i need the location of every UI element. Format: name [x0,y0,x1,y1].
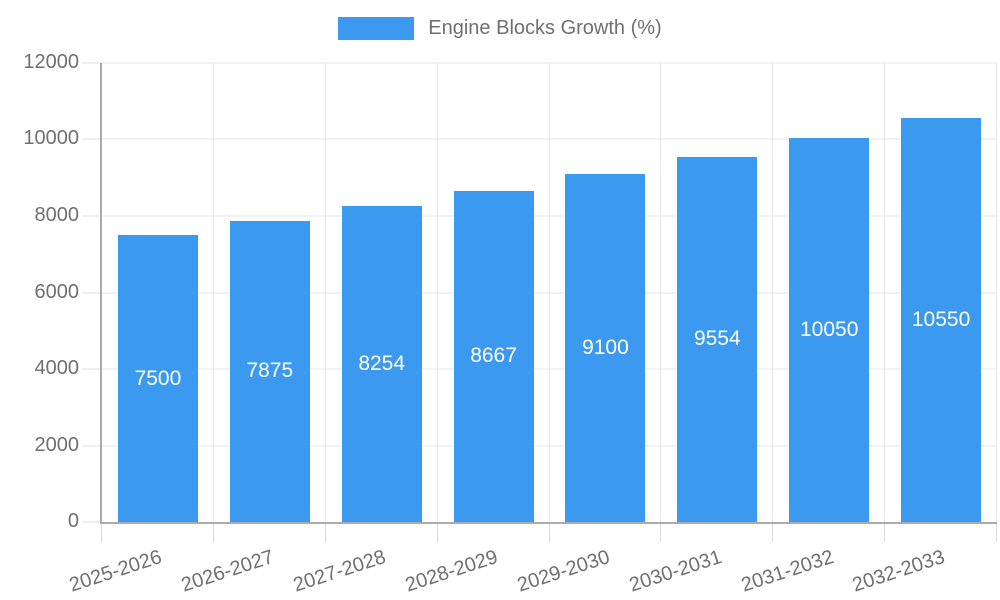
y-axis-tick-label: 2000 [34,433,80,456]
x-gridline [772,63,774,522]
y-gridline [102,138,997,140]
y-tick-mark [82,138,100,140]
y-axis-tick-label: 10000 [23,127,79,150]
y-gridline [102,445,997,446]
bar-value-label: 10550 [911,308,971,332]
y-tick-mark [82,62,100,64]
x-axis-tick-label: 2028-2029 [402,546,501,597]
x-axis-tick-label: 2025-2026 [66,546,165,597]
bar[interactable]: 9554 [677,156,758,522]
bar-value-label: 10050 [799,317,859,341]
y-axis-tick-label: 0 [67,510,79,533]
y-axis-tick-label: 12000 [23,51,79,74]
x-gridline [212,63,214,522]
x-tick-mark [548,524,550,542]
y-tick-mark [82,445,100,446]
y-gridline [102,62,997,64]
bar-value-label: 9554 [693,327,741,351]
x-tick-mark [772,524,774,542]
y-tick-mark [82,521,100,523]
legend-swatch[interactable] [338,17,415,40]
y-tick-mark [82,215,100,217]
y-axis-tick-label: 8000 [34,204,80,227]
x-axis-tick-label: 2029-2030 [514,546,613,597]
y-gridline [102,292,997,293]
x-tick-mark [436,524,438,542]
bar[interactable]: 10550 [901,118,982,522]
bar-value-label: 8667 [470,344,517,368]
y-tick-mark [82,292,100,293]
bar[interactable]: 9100 [565,173,646,522]
bar-value-label: 7875 [246,359,294,383]
x-tick-mark [101,524,102,542]
x-gridline [436,63,438,522]
plot-area: 0 2000 4000 6000 8000 10000 12000 7500 2025-2026… [23,51,997,596]
legend: Engine Blocks Growth (%) [0,17,1000,40]
bar[interactable]: 8254 [341,206,422,522]
bar[interactable]: 8667 [453,190,534,522]
x-tick-mark [660,524,662,542]
bar[interactable]: 10050 [789,137,870,522]
y-axis-tick-label: 4000 [34,357,80,380]
x-tick-mark [212,524,214,542]
x-axis-tick-label: 2031-2032 [738,546,836,597]
x-tick-mark [324,524,326,542]
x-axis-tick-label: 2030-2031 [626,546,725,597]
x-tick-mark [996,524,997,542]
y-gridline [102,215,997,217]
bar-value-label: 9100 [582,335,629,359]
x-gridline [548,63,550,522]
bar[interactable]: 7500 [117,235,198,522]
bar-value-label: 7500 [134,366,182,390]
x-gridline [884,63,886,522]
x-axis-tick-label: 2032-2033 [850,546,948,597]
x-gridline [660,63,662,522]
bar[interactable]: 7875 [229,220,310,522]
legend-label[interactable]: Engine Blocks Growth (%) [428,17,662,39]
y-gridline [102,368,997,370]
x-tick-mark [884,524,886,542]
x-axis-tick-label: 2026-2027 [178,546,277,597]
bar-value-label: 8254 [358,352,406,376]
x-gridline [996,63,997,522]
y-axis-tick-label: 6000 [34,280,80,303]
y-tick-mark [82,368,100,370]
x-gridline [324,63,326,522]
x-axis-tick-label: 2027-2028 [290,546,389,597]
